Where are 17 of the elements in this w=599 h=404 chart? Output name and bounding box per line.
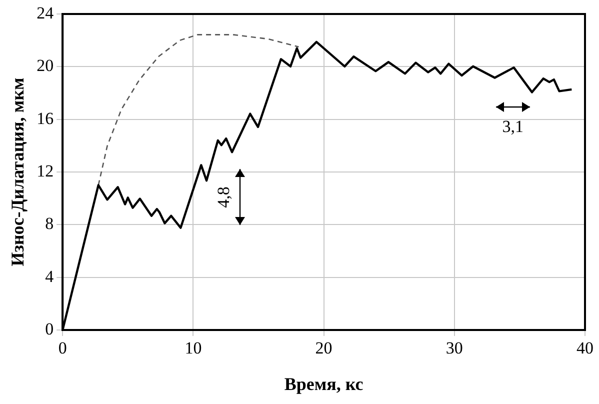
y-tick-label: 20 — [36, 56, 54, 76]
y-tick-label: 12 — [36, 161, 54, 180]
x-tick-label: 40 — [576, 338, 594, 358]
x-tick-label: 0 — [58, 338, 67, 358]
y-tick-label: 8 — [45, 214, 54, 234]
x-tick-label: 20 — [315, 338, 332, 358]
annotation: 4,8 — [214, 186, 234, 208]
y-tick-label: 24 — [36, 3, 54, 22]
y-tick-label: 16 — [36, 108, 54, 128]
x-tick-label: 10 — [184, 338, 202, 358]
annotation: 3,1 — [502, 117, 524, 136]
y-tick-label: 4 — [45, 266, 54, 286]
y-tick-label: 0 — [45, 319, 54, 338]
y-axis-title: Износ-Дилатация, мкм — [7, 78, 28, 266]
x-tick-label: 30 — [446, 338, 463, 358]
line-series — [98, 34, 300, 186]
x-axis-title: Время, кс — [284, 374, 364, 394]
